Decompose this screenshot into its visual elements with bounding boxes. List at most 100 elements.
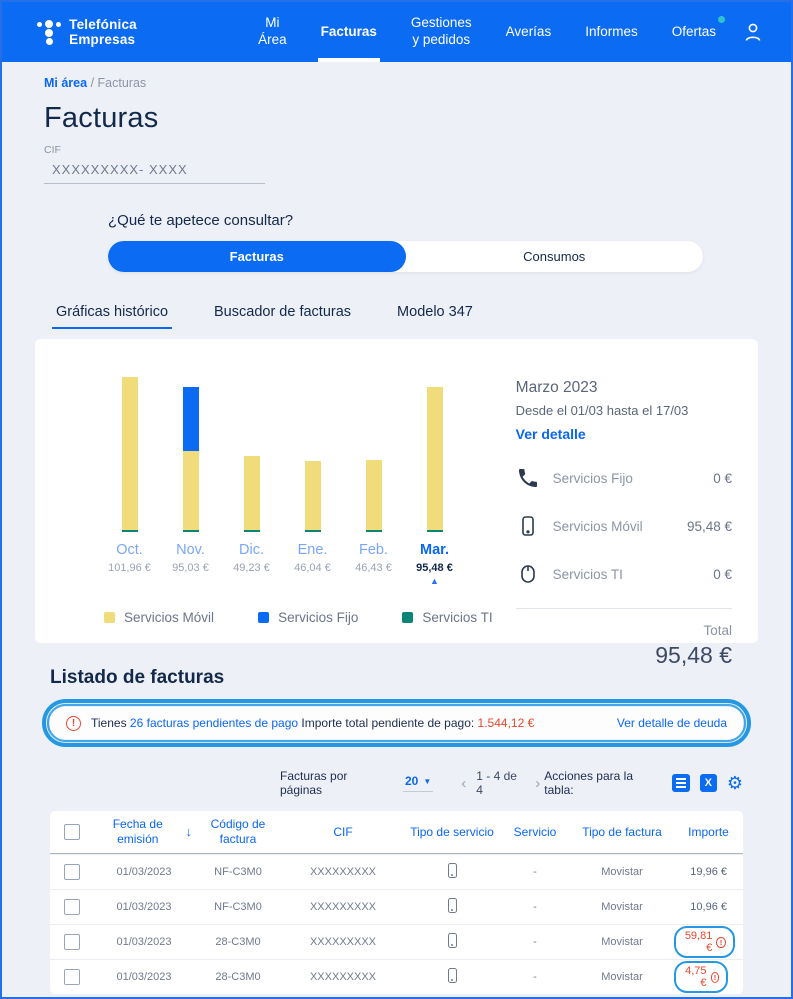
- legend-servicios-fijo: Servicios Fijo: [258, 610, 358, 625]
- nav-item-informes[interactable]: Informes: [585, 23, 638, 39]
- breadcrumb: Mi área / Facturas: [44, 76, 749, 90]
- summary-divider: [515, 608, 732, 609]
- pending-invoices-alert-wrap: ! Tienes 26 facturas pendientes de pago …: [41, 699, 752, 747]
- summary-month: Marzo 2023: [515, 379, 598, 396]
- prev-page-button[interactable]: ‹: [461, 774, 467, 792]
- summary-date-range: Desde el 01/03 hasta el 17/03: [515, 403, 689, 418]
- cif-label: CIF: [44, 144, 61, 156]
- mobile-phone-icon: [404, 968, 500, 986]
- toggle-option-consumos[interactable]: Consumos: [523, 249, 586, 264]
- alert-exclamation-icon: !: [66, 715, 81, 731]
- brand-home-link[interactable]: Telefónica Empresas: [36, 2, 197, 62]
- header-codigo-factura: Código de factura: [210, 817, 266, 846]
- row-checkbox[interactable]: [64, 934, 80, 950]
- chart-card: Oct. 101,96 € Nov. 95,03 € Dic. 49,23 € Ene…: [35, 339, 758, 668]
- telefonica-logo-icon: [36, 17, 61, 47]
- selected-month-triangle-icon: ▲: [430, 576, 439, 586]
- x-label-oct[interactable]: Oct. 101,96 €: [108, 542, 151, 574]
- page-title: Facturas: [44, 102, 159, 134]
- header-importe: Importe: [688, 824, 729, 839]
- brand-name: Telefónica Empresas: [69, 17, 137, 47]
- invoice-amount: 10,96 €: [690, 901, 727, 913]
- mobile-phone-icon: [521, 516, 534, 536]
- select-all-checkbox[interactable]: [64, 824, 80, 840]
- table-settings-gear-icon[interactable]: ⚙: [726, 773, 743, 793]
- summary-row-movil: Servicios Móvil 95,48 €: [516, 514, 732, 538]
- header-cif: CIF: [333, 824, 353, 839]
- legend-swatch-ti: [402, 612, 414, 623]
- export-excel-icon[interactable]: [699, 774, 717, 792]
- summary-row-ti: Servicios TI 0 €: [516, 562, 732, 586]
- cif-select[interactable]: XXXXXXXXX- XXXX: [44, 159, 265, 184]
- chart-bar-nov[interactable]: [160, 387, 221, 532]
- main-nav: Mi Área Facturas Gestiones y pedidos Ave…: [241, 2, 733, 62]
- toggle-option-facturas[interactable]: Facturas: [108, 241, 406, 272]
- invoice-amount-overdue: 59,81 €!: [674, 926, 743, 958]
- header-servicio: Servicio: [513, 824, 557, 839]
- invoice-amount: 19,96 €: [690, 866, 727, 878]
- pending-invoices-link[interactable]: 26 facturas pendientes de pago: [129, 716, 299, 730]
- x-label-ene[interactable]: Ene. 46,04 €: [294, 542, 331, 574]
- section-tabs: Gráficas histórico Buscador de facturas …: [44, 304, 749, 329]
- next-page-button[interactable]: ›: [535, 774, 541, 792]
- chart-bar-ene[interactable]: [282, 460, 343, 532]
- export-doc-icon[interactable]: [672, 774, 690, 792]
- mouse-icon: [520, 565, 535, 583]
- annotation-highlight: 4,75 €!: [674, 961, 729, 993]
- nav-item-facturas[interactable]: Facturas: [304, 2, 394, 62]
- row-checkbox[interactable]: [64, 864, 80, 880]
- chart-bar-feb[interactable]: [343, 460, 404, 532]
- x-label-dic[interactable]: Dic. 49,23 €: [233, 542, 270, 574]
- chart-bar-mar[interactable]: [404, 386, 465, 532]
- tab-modelo-347[interactable]: Modelo 347: [397, 304, 473, 320]
- annotation-highlight: 59,81 €!: [674, 926, 735, 958]
- ver-detalle-link[interactable]: Ver detalle: [515, 426, 586, 442]
- mobile-phone-icon: [404, 933, 500, 951]
- x-label-nov[interactable]: Nov. 95,03 €: [172, 542, 209, 574]
- nav-item-mi-area[interactable]: Mi Área: [258, 15, 287, 47]
- month-summary-panel: Marzo 2023 Desde el 01/03 hasta el 17/03…: [515, 377, 732, 668]
- breadcrumb-mi-area[interactable]: Mi área: [44, 76, 88, 90]
- table-row: 01/03/2023 NF-C3M0 XXXXXXXXX - Movistar …: [50, 854, 743, 889]
- per-page-dropdown[interactable]: 20 ▼: [402, 774, 434, 792]
- table-row: 01/03/2023 28-C3M0 XXXXXXXXX - Movistar …: [50, 924, 743, 959]
- pending-invoices-alert: ! Tienes 26 facturas pendientes de pago …: [50, 705, 743, 741]
- listado-title: Listado de facturas: [50, 667, 225, 688]
- nav-item-averias[interactable]: Averías: [505, 23, 552, 39]
- x-label-mar-selected[interactable]: Mar. 95,48 € ▲: [404, 542, 465, 588]
- row-checkbox[interactable]: [64, 899, 80, 915]
- legend-servicios-movil: Servicios Móvil: [104, 610, 214, 625]
- table-toolbar: Facturas por páginas 20 ▼ ‹ 1 - 4 de 4 › …: [50, 769, 743, 797]
- facturas-consumos-toggle: Facturas Consumos: [108, 241, 703, 272]
- table-row: 01/03/2023 28-C3M0 XXXXXXXXX - Movistar …: [50, 959, 743, 994]
- x-label-feb[interactable]: Feb. 46,43 €: [355, 542, 392, 574]
- top-navbar: Telefónica Empresas Mi Área Facturas Ges…: [2, 2, 791, 62]
- tab-graficas-historico[interactable]: Gráficas histórico: [51, 304, 173, 329]
- chart-x-axis: Oct. 101,96 € Nov. 95,03 € Dic. 49,23 € Ene…: [81, 542, 516, 588]
- consult-question: ¿Qué te apetece consultar?: [108, 212, 294, 229]
- cif-field: CIF XXXXXXXXX- XXXX: [44, 144, 749, 184]
- total-value: 95,48 €: [655, 642, 732, 668]
- row-checkbox[interactable]: [64, 969, 80, 985]
- mobile-phone-icon: [404, 863, 500, 881]
- bar-chart: Oct. 101,96 € Nov. 95,03 € Dic. 49,23 € Ene…: [81, 377, 516, 643]
- sort-desc-icon[interactable]: ↓: [185, 823, 193, 839]
- chevron-down-icon: ▼: [423, 776, 432, 786]
- tab-buscador-de-facturas[interactable]: Buscador de facturas: [214, 304, 352, 320]
- actions-label: Acciones para la tabla:: [544, 769, 633, 797]
- phone-handset-icon: [518, 469, 537, 487]
- chart-bar-dic[interactable]: [221, 456, 282, 532]
- header-fecha-emision[interactable]: Fecha de emisión ↓: [112, 817, 193, 846]
- invoices-table: Fecha de emisión ↓ Código de factura CIF …: [50, 811, 743, 994]
- ver-detalle-deuda-link[interactable]: Ver detalle de deuda: [616, 716, 727, 730]
- nav-item-gestiones-pedidos[interactable]: Gestiones y pedidos: [410, 15, 472, 47]
- chart-legend: Servicios Móvil Servicios Fijo Servicios…: [81, 610, 516, 625]
- breadcrumb-current: Facturas: [97, 76, 147, 90]
- chart-bar-oct[interactable]: [99, 377, 160, 532]
- legend-swatch-movil: [104, 612, 116, 623]
- invoice-amount-overdue: 4,75 €!: [674, 961, 743, 993]
- breadcrumb-separator: /: [90, 76, 95, 90]
- user-profile-icon[interactable]: [741, 2, 765, 62]
- nav-item-ofertas[interactable]: Ofertas: [655, 2, 733, 62]
